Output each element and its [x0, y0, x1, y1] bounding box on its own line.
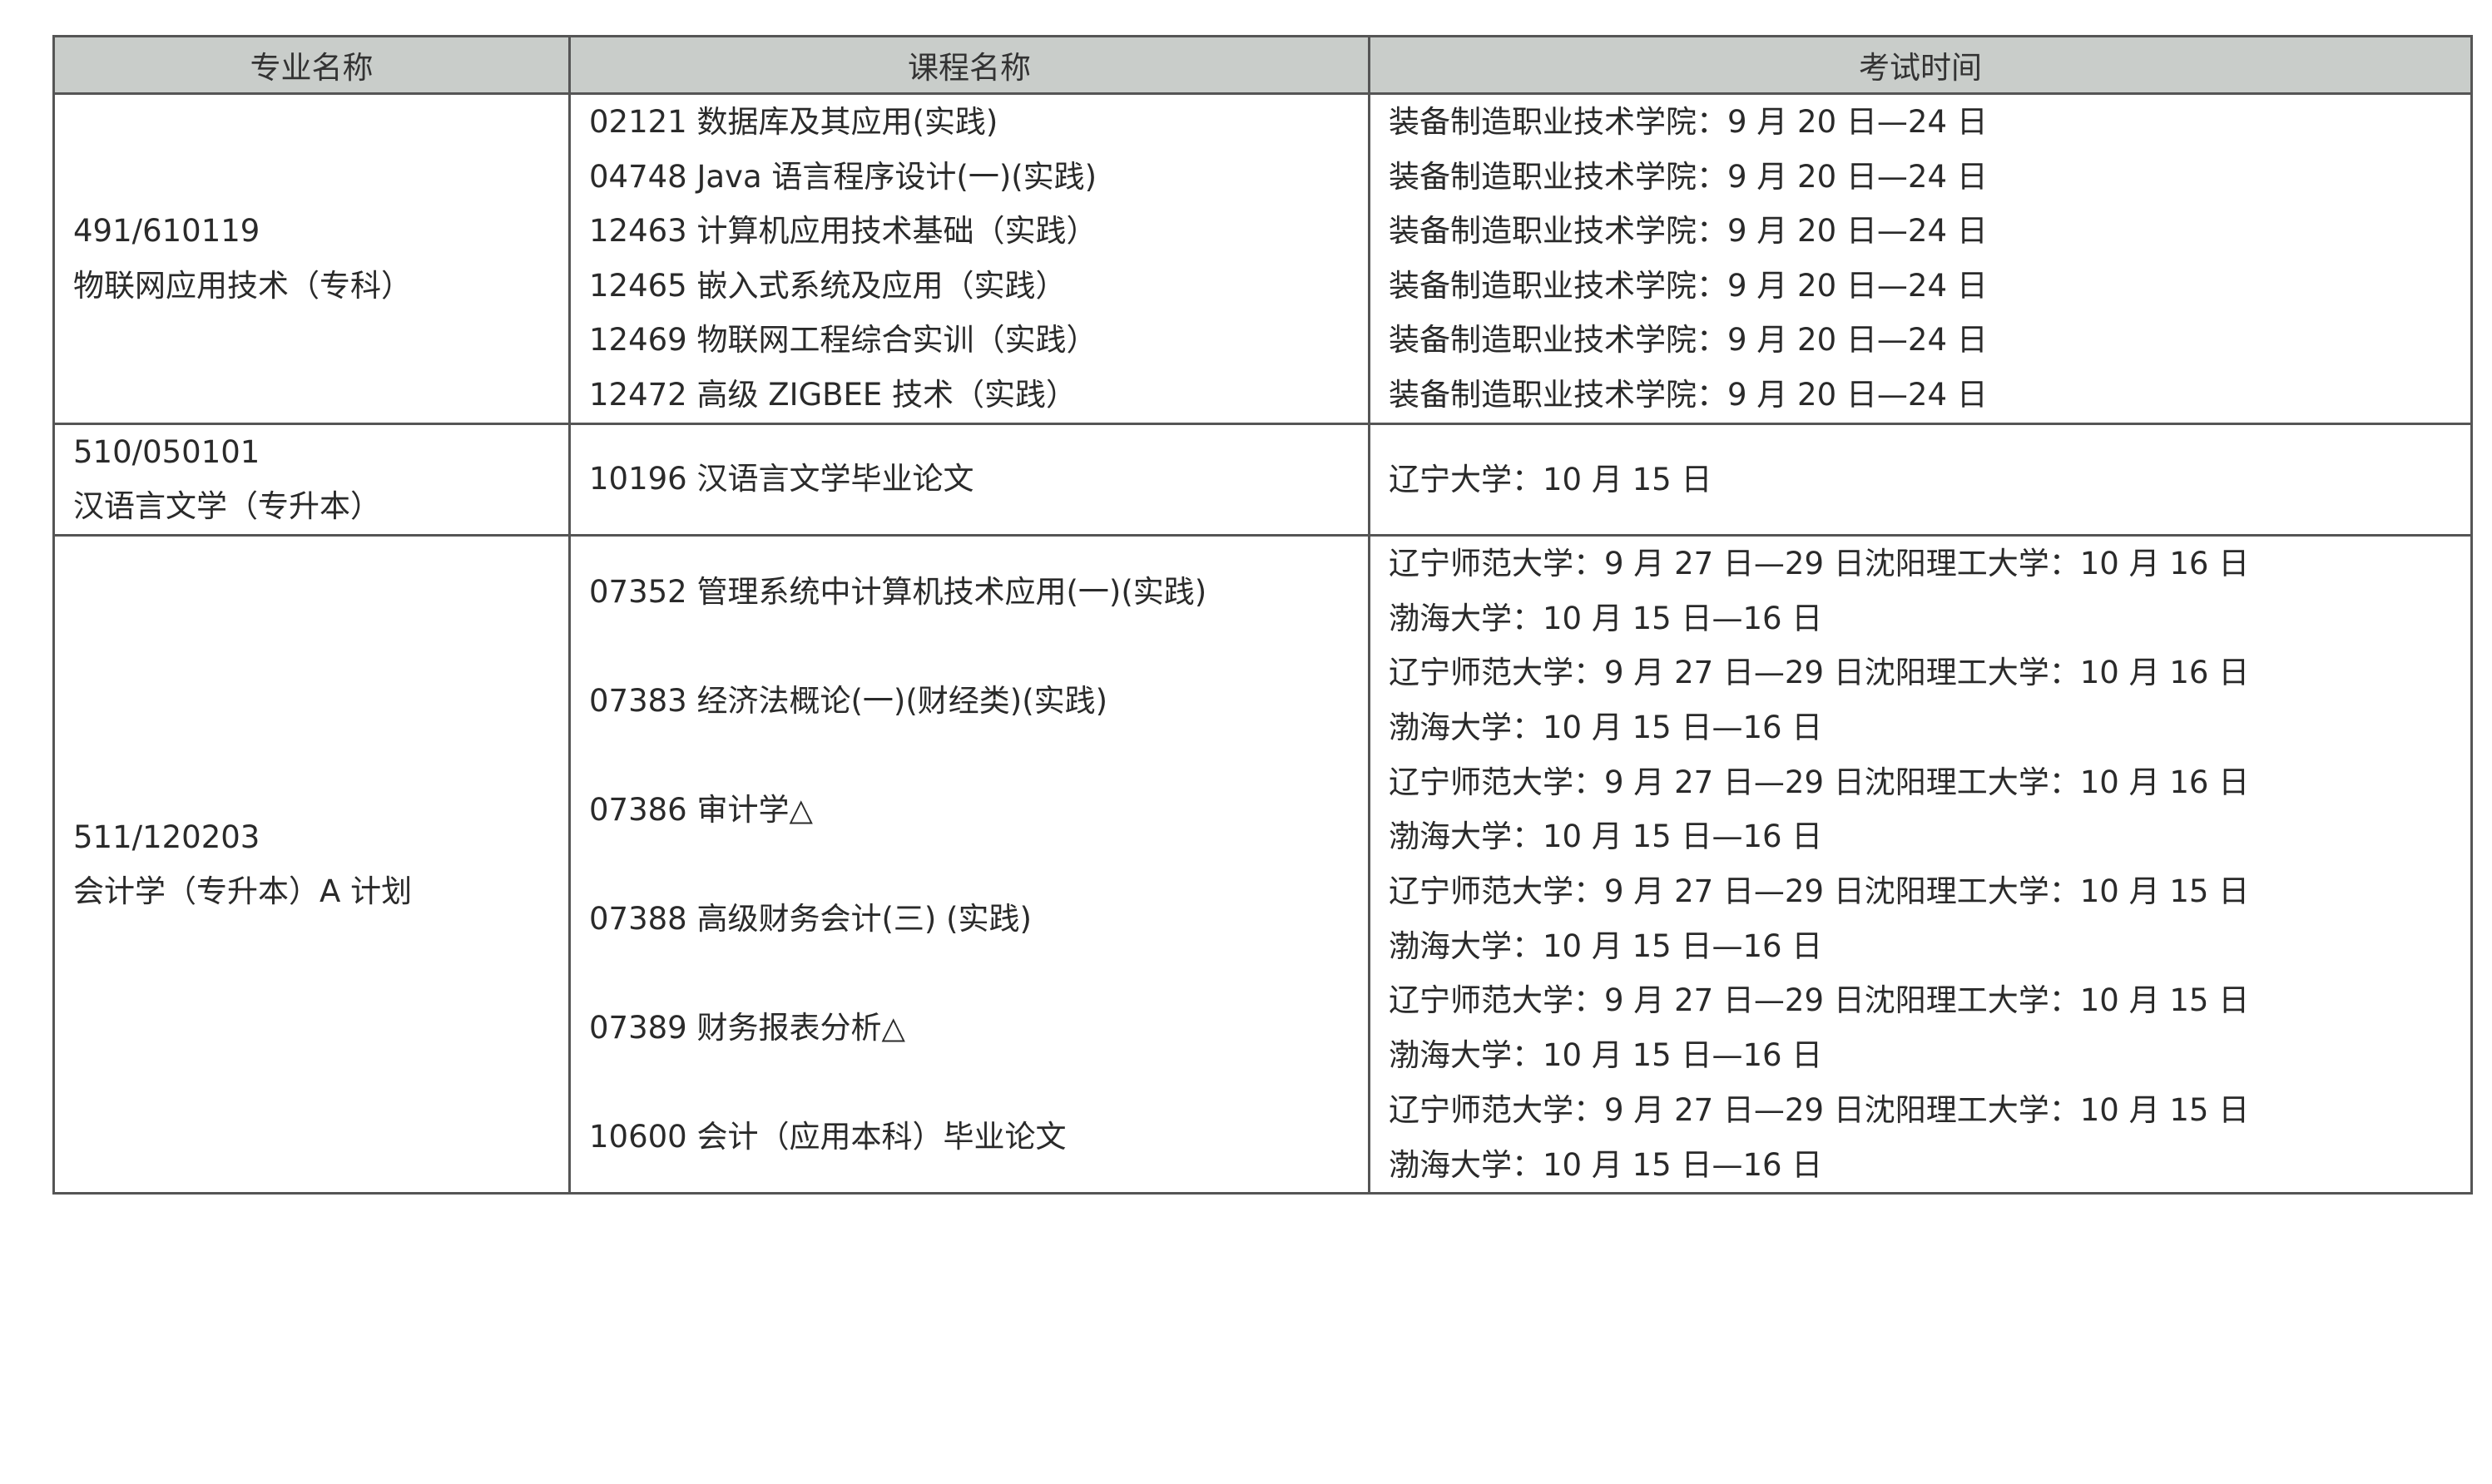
exam-time: 辽宁师范大学：9 月 27 日—29 日沈阳理工大学：10 月 15 日 [1389, 982, 2250, 1019]
exam-time: 辽宁师范大学：9 月 27 日—29 日沈阳理工大学：10 月 16 日 [1389, 545, 2250, 581]
course-name: 10600 会计（应用本科）毕业论文 [589, 1119, 1067, 1155]
exam-time: 辽宁师范大学：9 月 27 日—29 日沈阳理工大学：10 月 15 日 [1389, 1091, 2250, 1128]
course-name: 07386 审计学△ [589, 791, 813, 828]
exam-time: 渤海大学：10 月 15 日—16 日 [1389, 819, 1823, 855]
major-name: 汉语言文学（专升本） [73, 488, 381, 525]
exam-time: 辽宁师范大学：9 月 27 日—29 日沈阳理工大学：10 月 16 日 [1389, 764, 2250, 800]
major-cell: 510/050101 汉语言文学（专升本） [52, 422, 571, 537]
exam-time: 装备制造职业技术学院：9 月 20 日—24 日 [1389, 376, 1988, 413]
course-name: 04748 Java 语言程序设计(一)(实践) [589, 158, 1097, 195]
course-name: 07388 高级财务会计(三) (实践) [589, 901, 1032, 937]
exam-time: 辽宁大学：10 月 15 日 [1389, 461, 1712, 497]
table-row: 511/120203 会计学（专升本）A 计划 07352 管理系统中计算机技术应… [52, 533, 2473, 1195]
exam-time: 辽宁师范大学：9 月 27 日—29 日沈阳理工大学：10 月 16 日 [1389, 655, 2250, 691]
exam-time: 渤海大学：10 月 15 日—16 日 [1389, 928, 1823, 964]
course-name: 12465 嵌入式系统及应用（实践） [589, 267, 1067, 304]
exam-time: 渤海大学：10 月 15 日—16 日 [1389, 710, 1823, 745]
exam-time: 装备制造职业技术学院：9 月 20 日—24 日 [1389, 158, 1988, 195]
major-code: 491/610119 [73, 213, 260, 250]
exam-time: 装备制造职业技术学院：9 月 20 日—24 日 [1389, 213, 1988, 250]
header-row: 专业名称 课程名称 考试时间 [52, 35, 2473, 95]
exam-schedule-table: 专业名称 课程名称 考试时间 491/610119 物联网应用技术（专科） 021… [52, 35, 2473, 1195]
time-cell: 装备制造职业技术学院：9 月 20 日—24 日装备制造职业技术学院：9 月 2… [1368, 92, 2473, 425]
course-cell: 10196 汉语言文学毕业论文 [568, 422, 1370, 537]
time-cell: 辽宁大学：10 月 15 日 [1368, 422, 2473, 537]
exam-time: 渤海大学：10 月 15 日—16 日 [1389, 600, 1823, 636]
major-code: 511/120203 [73, 819, 260, 855]
exam-time: 渤海大学：10 月 15 日—16 日 [1389, 1146, 1823, 1183]
course-name: 02121 数据库及其应用(实践) [589, 104, 998, 140]
course-name: 12472 高级 ZIGBEE 技术（实践） [589, 376, 1078, 413]
course-name: 07352 管理系统中计算机技术应用(一)(实践) [589, 573, 1207, 610]
table-row: 491/610119 物联网应用技术（专科） 02121 数据库及其应用(实践) 0… [52, 92, 2473, 425]
course-name: 12469 物联网工程综合实训（实践） [589, 322, 1097, 359]
course-name: 12463 计算机应用技术基础（实践） [589, 213, 1097, 250]
exam-time: 渤海大学：10 月 15 日—16 日 [1389, 1037, 1823, 1074]
exam-time: 装备制造职业技术学院：9 月 20 日—24 日 [1389, 322, 1988, 359]
major-name: 物联网应用技术（专科） [73, 267, 412, 304]
header-time: 考试时间 [1368, 35, 2473, 95]
course-name: 07389 财务报表分析△ [589, 1010, 905, 1046]
header-major: 专业名称 [52, 35, 571, 95]
table-row: 510/050101 汉语言文学（专升本） 10196 汉语言文学毕业论文 辽宁大学… [52, 422, 2473, 537]
exam-time: 辽宁师范大学：9 月 27 日—29 日沈阳理工大学：10 月 15 日 [1389, 873, 2250, 910]
major-code: 510/050101 [73, 433, 260, 470]
course-name: 07383 经济法概论(一)(财经类)(实践) [589, 682, 1108, 719]
exam-time: 装备制造职业技术学院：9 月 20 日—24 日 [1389, 267, 1988, 304]
course-cell: 02121 数据库及其应用(实践) 04748 Java 语言程序设计(一)(实践… [568, 92, 1370, 425]
major-cell: 491/610119 物联网应用技术（专科） [52, 92, 571, 425]
exam-time: 装备制造职业技术学院：9 月 20 日—24 日 [1389, 104, 1988, 141]
major-name: 会计学（专升本）A 计划 [73, 873, 413, 910]
course-name: 10196 汉语言文学毕业论文 [589, 461, 974, 497]
header-course: 课程名称 [568, 35, 1370, 95]
time-cell: 辽宁师范大学：9 月 27 日—29 日沈阳理工大学：10 月 16 日渤海大学… [1368, 533, 2473, 1195]
major-cell: 511/120203 会计学（专升本）A 计划 [52, 533, 571, 1195]
course-cell: 07352 管理系统中计算机技术应用(一)(实践) 07383 经济法概论(一)(… [568, 533, 1370, 1195]
table-body: 491/610119 物联网应用技术（专科） 02121 数据库及其应用(实践) 0… [52, 92, 2473, 1195]
